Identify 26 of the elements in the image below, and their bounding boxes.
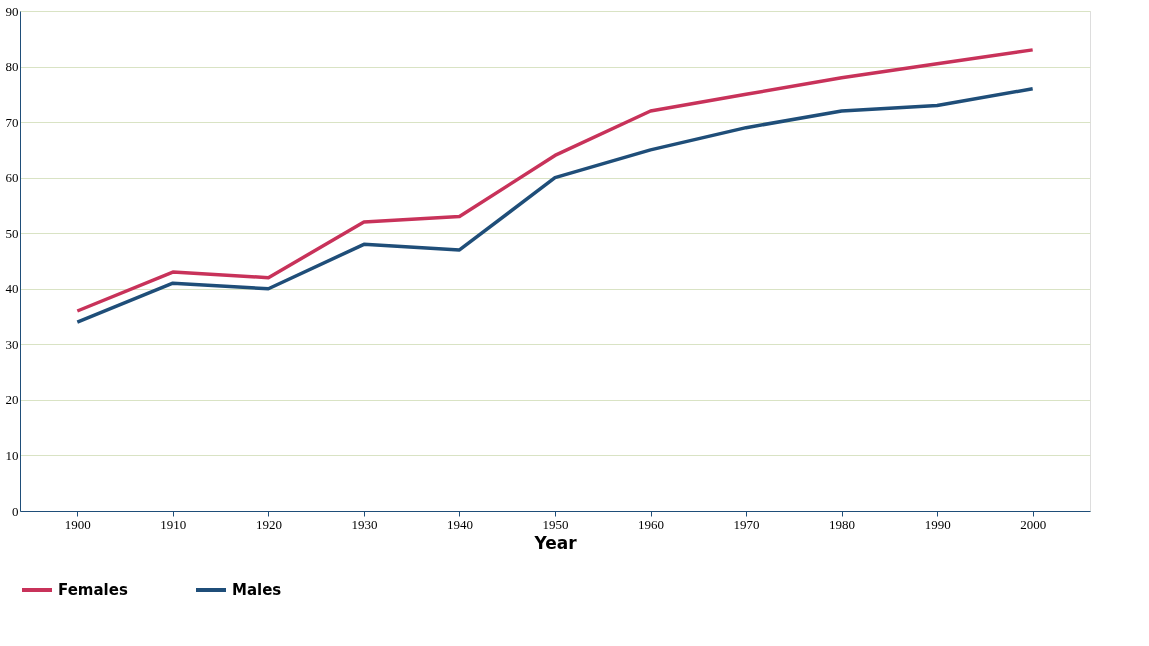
x-tick-label: 1990 — [924, 516, 951, 532]
legend-label: Females — [58, 581, 128, 599]
legend-label: Males — [232, 581, 282, 599]
x-tick-label: 1940 — [446, 516, 473, 532]
x-tick-label: 1980 — [829, 516, 856, 532]
y-tick-label: 90 — [5, 3, 19, 19]
line-series — [75, 87, 1035, 324]
y-tick-label: 20 — [5, 392, 19, 408]
line-series — [75, 48, 1035, 313]
y-tick-label: 40 — [5, 281, 19, 297]
y-tick-label: 80 — [5, 59, 19, 75]
x-tick-label: 1950 — [542, 516, 569, 532]
x-tick-label: 1920 — [255, 516, 282, 532]
y-tick-label: 60 — [5, 170, 19, 186]
y-tick-label: 30 — [5, 336, 19, 352]
x-tick-label: 1970 — [733, 516, 760, 532]
x-tick-label: 1900 — [64, 516, 91, 532]
x-tick-label: 2000 — [1020, 516, 1047, 532]
x-axis-title: Year — [533, 532, 578, 553]
y-tick-label: 70 — [5, 114, 19, 130]
y-tick-label: 0 — [12, 503, 19, 519]
x-tick-label: 1960 — [638, 516, 665, 532]
y-tick-label: 50 — [5, 225, 19, 241]
x-tick-label: 1910 — [160, 516, 187, 532]
x-tick-label: 1930 — [351, 516, 378, 532]
y-tick-label: 10 — [5, 447, 19, 463]
